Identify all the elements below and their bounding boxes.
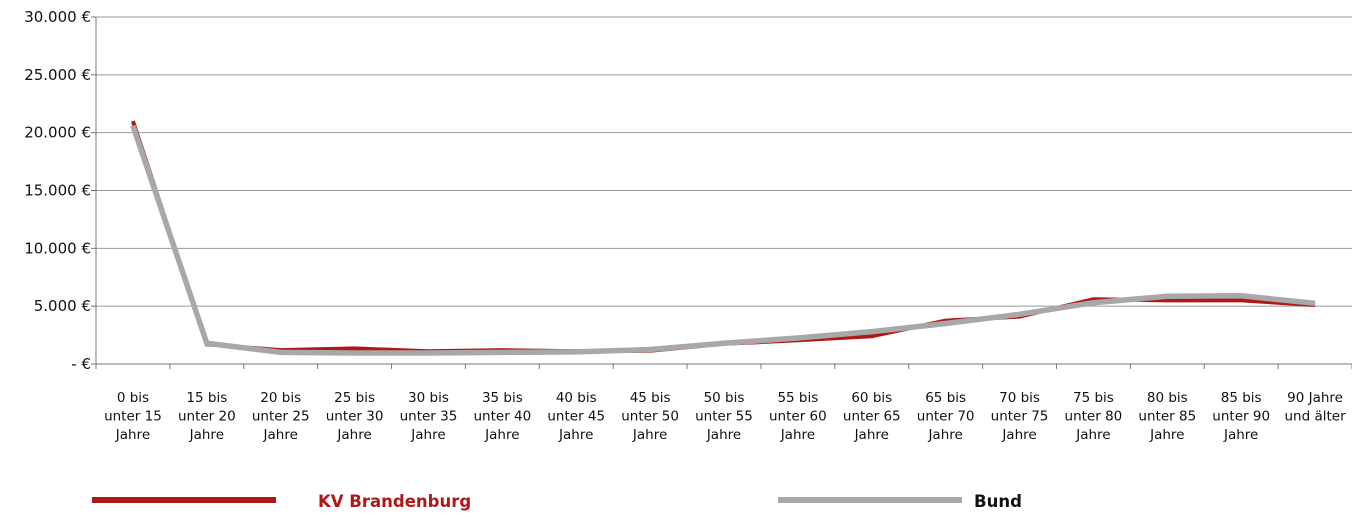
series-line-bund [130,124,1316,356]
y-tick-label: 10.000 € [24,239,91,257]
x-tick-label: 35 bis unter 40 Jahre [473,390,531,443]
x-tick-label: 25 bis unter 30 Jahre [326,390,384,443]
y-tick-label: 25.000 € [24,66,91,84]
x-tick-label: 75 bis unter 80 Jahre [1065,390,1123,443]
legend-label: KV Brandenburg [318,492,471,511]
x-tick-label: 45 bis unter 50 Jahre [621,390,679,443]
x-tick-label: 40 bis unter 45 Jahre [547,390,605,443]
y-axis: - € 5.000 € 10.000 € 15.000 € 20.000 € 25.000… [24,8,97,373]
x-tick-label: 90 Jahre und älter [1284,390,1346,425]
series-line-kv-brandenburg [131,120,1316,354]
x-tick-label: 15 bis unter 20 Jahre [178,390,236,443]
x-tick-label: 65 bis unter 70 Jahre [917,390,975,443]
x-tick-label: 60 bis unter 65 Jahre [843,390,901,443]
y-tick-label: 20.000 € [24,124,91,142]
y-tick-label: - € [71,355,91,373]
gridlines [96,16,1352,307]
x-tick-label: 80 bis unter 85 Jahre [1138,390,1196,443]
legend: KV Brandenburg Bund [92,492,1022,511]
series-lines [130,120,1316,356]
x-tick-label: 70 bis unter 75 Jahre [991,390,1049,443]
x-tick-label: 30 bis unter 35 Jahre [400,390,458,443]
y-tick-label: 5.000 € [34,297,91,315]
y-tick-label: 30.000 € [24,8,91,26]
x-tick-label: 55 bis unter 60 Jahre [769,390,827,443]
x-tick-label: 20 bis unter 25 Jahre [252,390,310,443]
x-tick-label: 0 bis unter 15 Jahre [104,390,162,443]
x-tick-label: 50 bis unter 55 Jahre [695,390,753,443]
x-axis: 0 bis unter 15 Jahre 15 bis unter 20 Jahre 20 … [95,363,1352,443]
x-tick-label: 85 bis unter 90 Jahre [1212,390,1270,443]
legend-label: Bund [974,492,1022,511]
y-tick-label: 15.000 € [24,182,91,200]
